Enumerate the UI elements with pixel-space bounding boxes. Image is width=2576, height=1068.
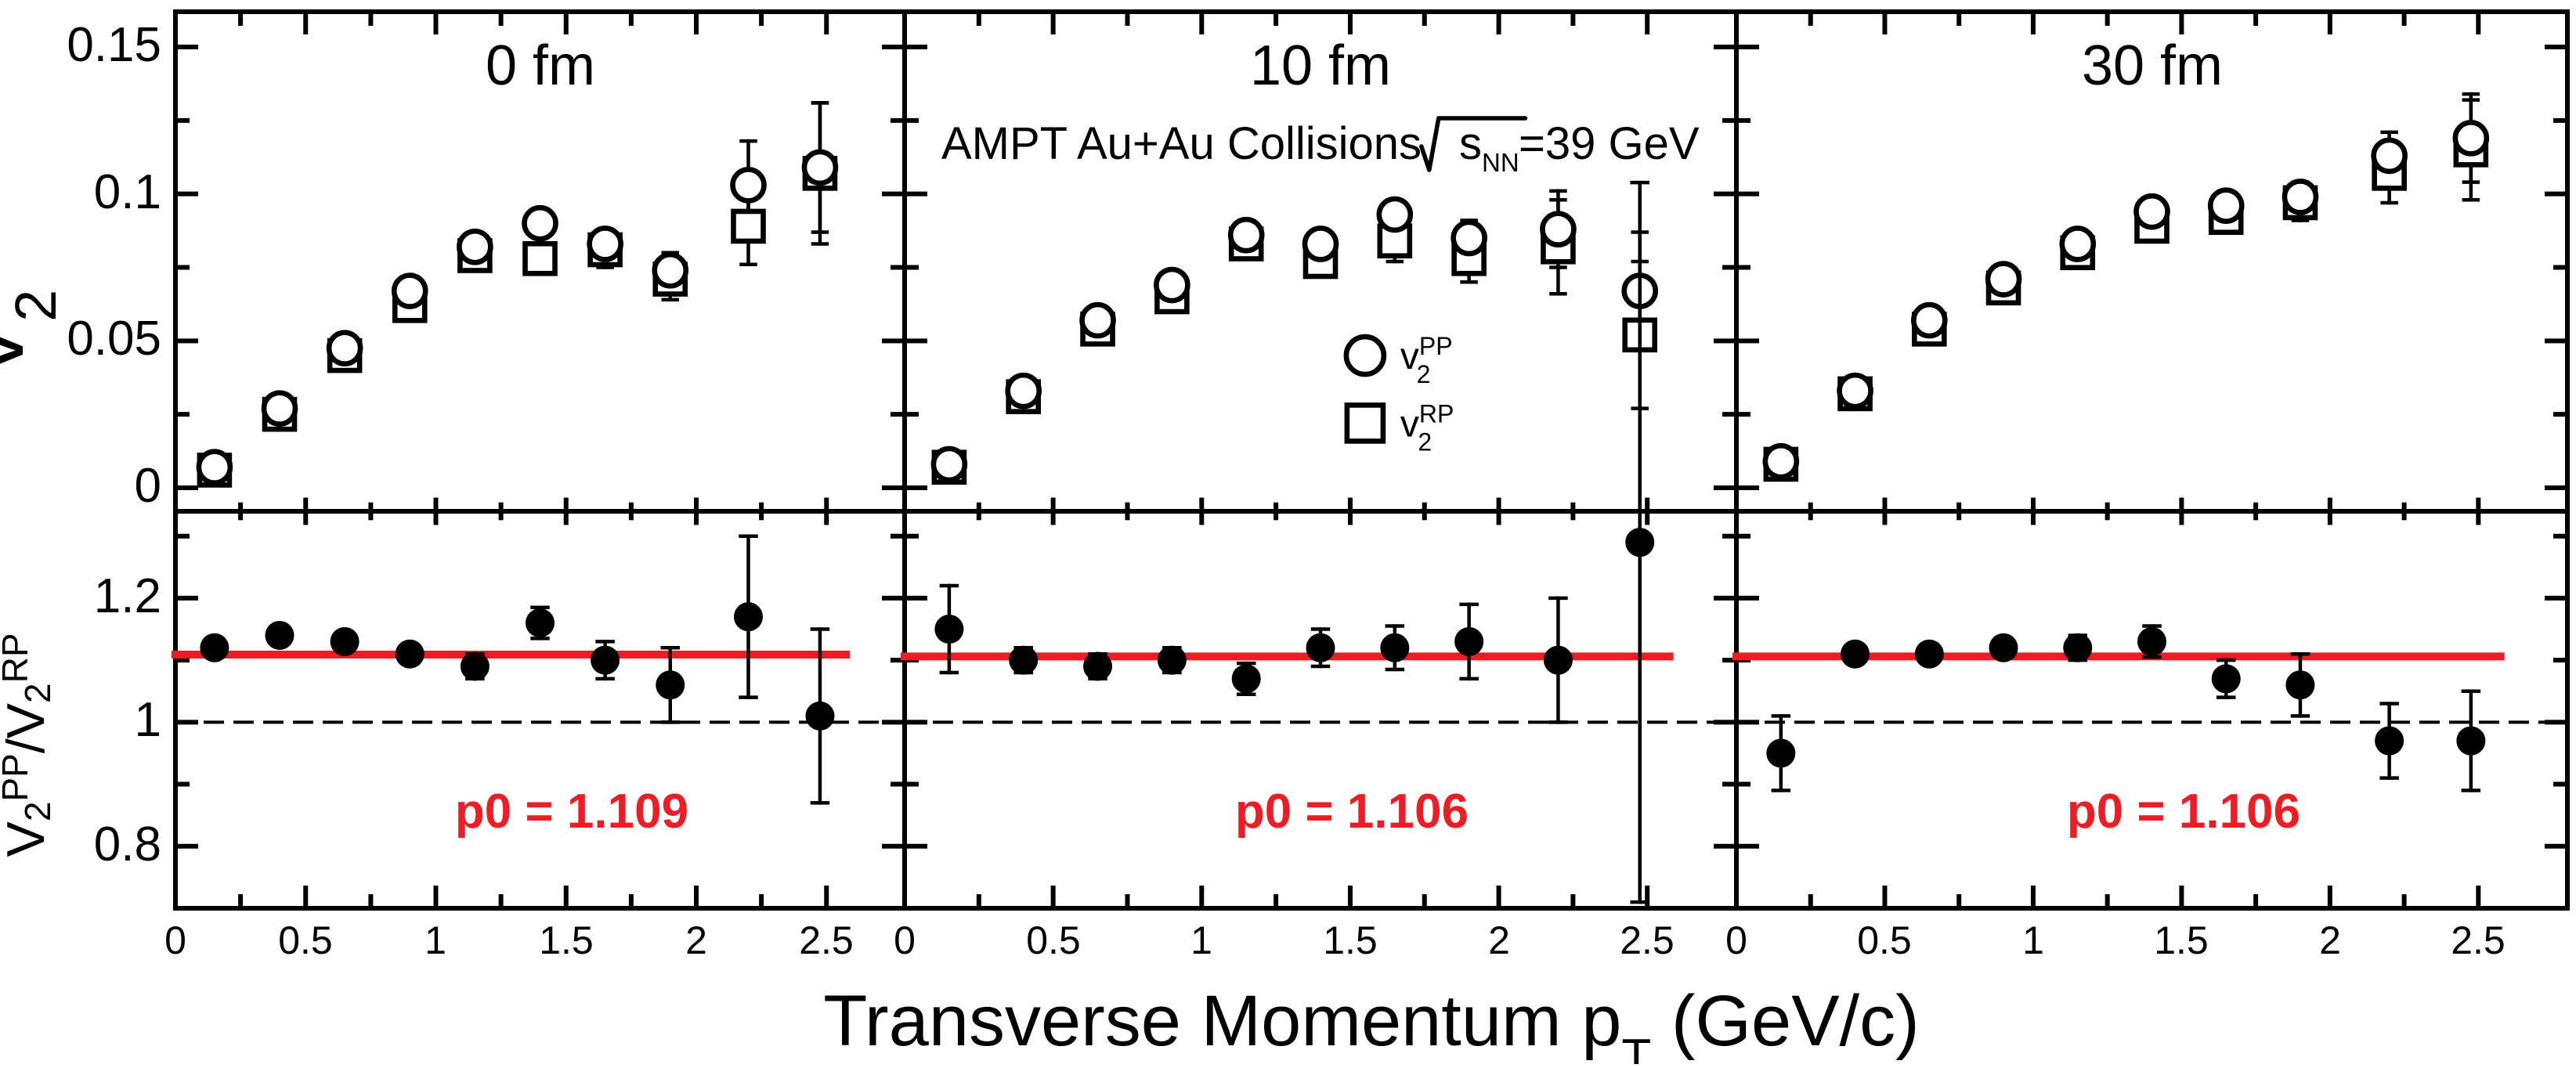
svg-text:1.5: 1.5: [1323, 918, 1378, 962]
svg-text:30 fm: 30 fm: [2082, 34, 2223, 97]
svg-text:2: 2: [1488, 918, 1510, 962]
svg-text:2.5: 2.5: [799, 918, 854, 962]
svg-text:1: 1: [425, 918, 446, 962]
svg-text:2.5: 2.5: [2451, 918, 2506, 962]
svg-text:10 fm: 10 fm: [1250, 34, 1391, 97]
svg-text:0: 0: [135, 459, 161, 513]
svg-text:0: 0: [894, 918, 916, 962]
svg-text:0 fm: 0 fm: [486, 34, 595, 97]
svg-text:0.5: 0.5: [278, 918, 333, 962]
svg-text:1.5: 1.5: [539, 918, 594, 962]
svg-text:2: 2: [685, 918, 707, 962]
svg-text:Transverse Momentum pT (GeV/c): Transverse Momentum pT (GeV/c): [823, 981, 1920, 1064]
svg-text:0.8: 0.8: [94, 817, 161, 871]
svg-text:0.05: 0.05: [67, 312, 161, 366]
svg-text:p0 = 1.106: p0 = 1.106: [1235, 785, 1469, 839]
svg-text:1.5: 1.5: [2154, 918, 2209, 962]
svg-text:0.15: 0.15: [67, 18, 161, 72]
svg-text:1.2: 1.2: [94, 569, 161, 623]
svg-text:p0 = 1.106: p0 = 1.106: [2067, 785, 2300, 839]
svg-text:0: 0: [1725, 918, 1747, 962]
svg-text:=39 GeV: =39 GeV: [1519, 118, 1700, 169]
svg-text:p0 = 1.109: p0 = 1.109: [455, 785, 688, 839]
svg-text:s: s: [1459, 118, 1482, 169]
svg-text:1: 1: [135, 693, 161, 747]
svg-text:2.5: 2.5: [1620, 918, 1675, 962]
svg-text:2: 2: [2319, 918, 2341, 962]
svg-text:0.5: 0.5: [1026, 918, 1081, 962]
svg-text:0.1: 0.1: [94, 165, 161, 219]
svg-text:0: 0: [164, 918, 186, 962]
svg-text:NN: NN: [1482, 148, 1519, 177]
svg-text:0.5: 0.5: [1857, 918, 1912, 962]
svg-text:1: 1: [2022, 918, 2044, 962]
svg-text:1: 1: [1190, 918, 1212, 962]
svg-text:AMPT Au+Au Collisions: AMPT Au+Au Collisions: [941, 118, 1422, 169]
